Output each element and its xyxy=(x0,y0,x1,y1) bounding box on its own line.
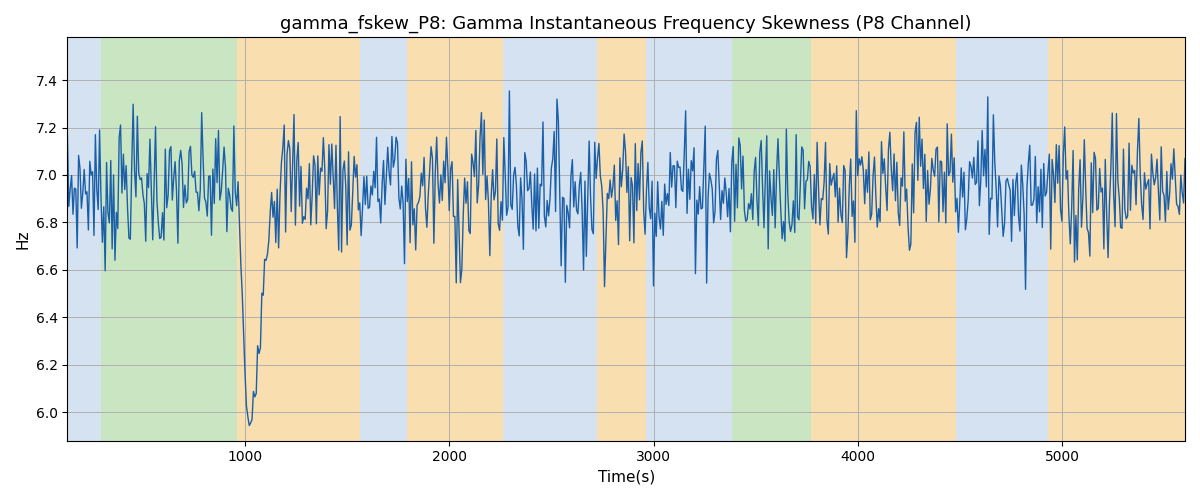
Bar xyxy=(1048,38,1186,440)
Y-axis label: Hz: Hz xyxy=(16,230,30,249)
Bar xyxy=(646,38,689,440)
Bar xyxy=(811,38,870,440)
Bar xyxy=(689,38,732,440)
X-axis label: Time(s): Time(s) xyxy=(598,470,655,485)
Bar xyxy=(101,38,236,440)
Bar xyxy=(870,38,956,440)
Bar xyxy=(956,38,1000,440)
Bar xyxy=(360,38,407,440)
Bar xyxy=(732,38,811,440)
Bar xyxy=(236,38,360,440)
Bar xyxy=(596,38,646,440)
Bar xyxy=(503,38,596,440)
Bar xyxy=(407,38,503,440)
Title: gamma_fskew_P8: Gamma Instantaneous Frequency Skewness (P8 Channel): gamma_fskew_P8: Gamma Instantaneous Freq… xyxy=(281,15,972,34)
Bar xyxy=(1000,38,1048,440)
Bar xyxy=(67,38,101,440)
